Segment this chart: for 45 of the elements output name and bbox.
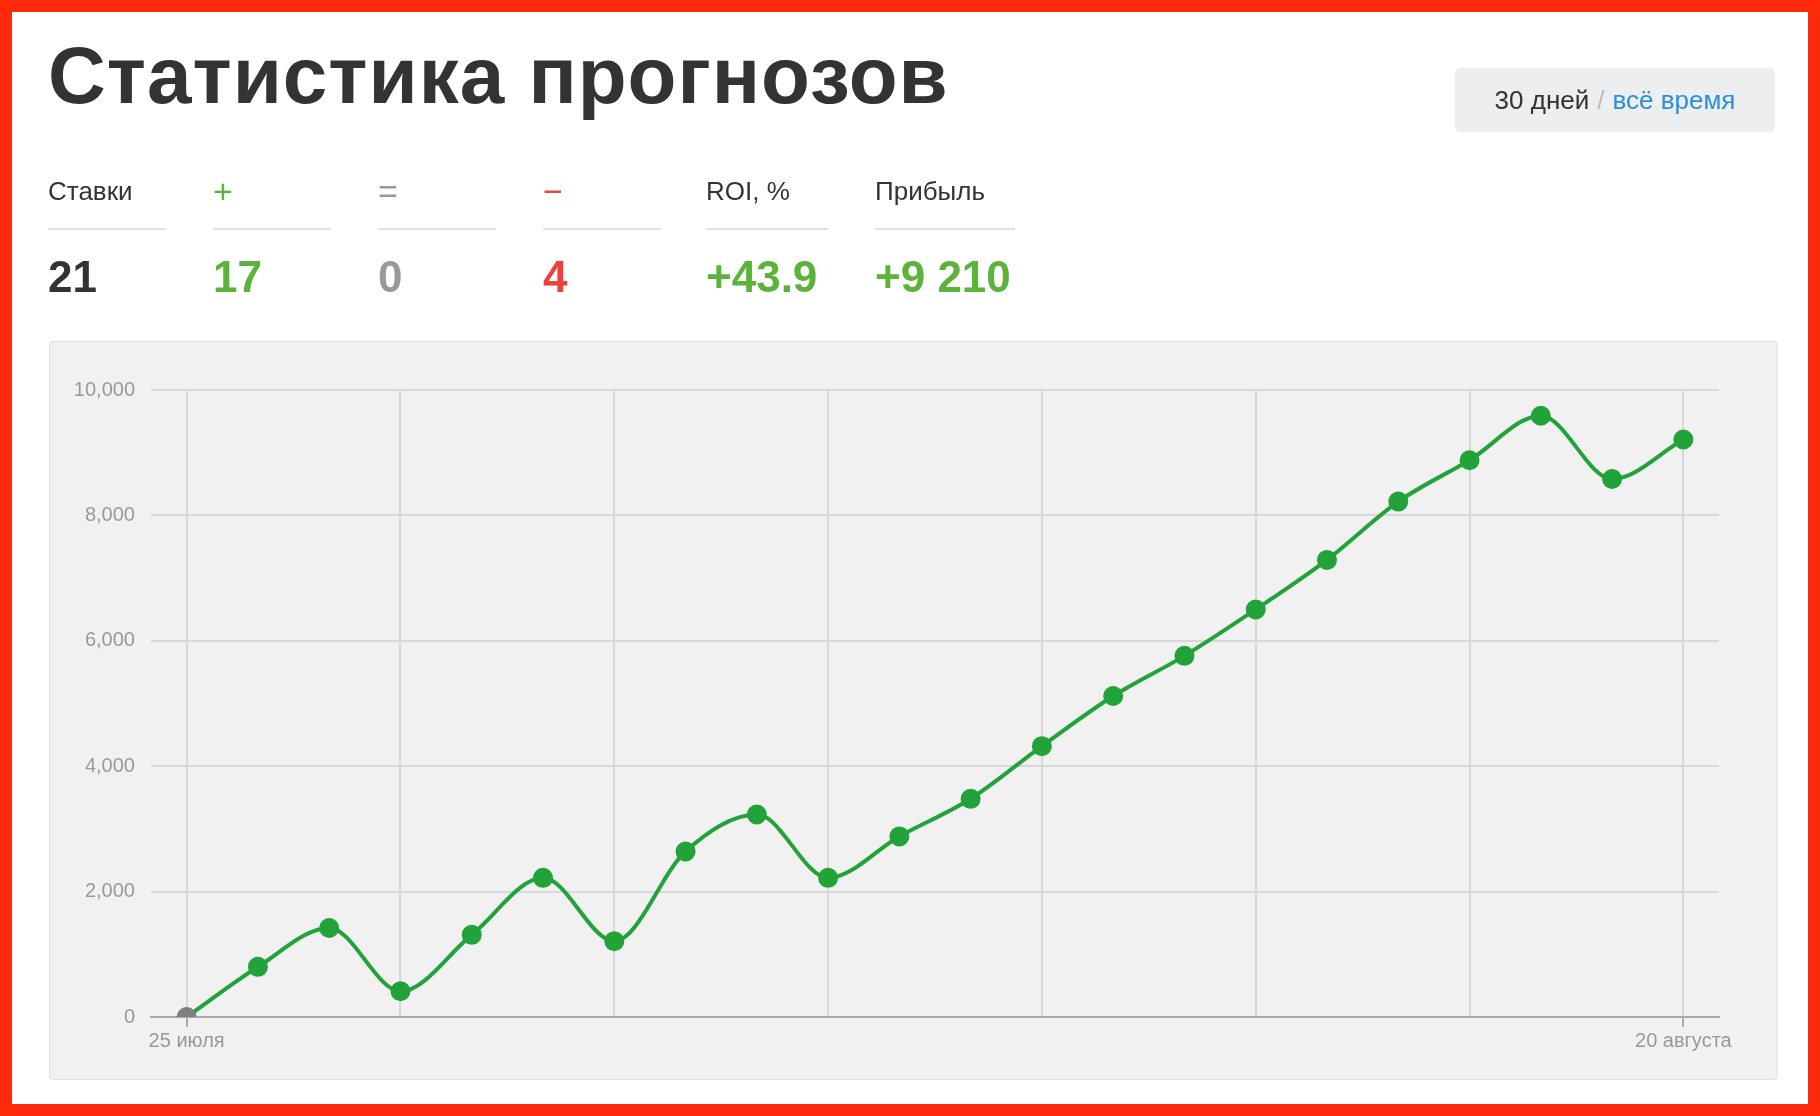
y-tick-label: 6,000 bbox=[84, 628, 135, 651]
point bbox=[818, 867, 839, 888]
x-tick-label: 20 августа bbox=[1635, 1028, 1733, 1051]
text: = bbox=[378, 170, 496, 230]
point bbox=[319, 917, 340, 938]
point bbox=[390, 981, 411, 1002]
text: +9 210 bbox=[875, 252, 1012, 302]
point bbox=[1673, 429, 1694, 450]
point bbox=[247, 956, 268, 977]
point bbox=[675, 841, 696, 862]
y-tick-label: 4,000 bbox=[84, 753, 135, 776]
y-tick-label: 2,000 bbox=[84, 879, 135, 902]
point bbox=[1103, 685, 1124, 706]
text: 30 дней bbox=[1494, 84, 1590, 116]
text: − bbox=[543, 170, 661, 230]
point bbox=[889, 826, 910, 847]
text: Прибыль bbox=[875, 170, 1015, 230]
point bbox=[960, 788, 981, 809]
point bbox=[746, 804, 767, 825]
text: +43.9 bbox=[706, 252, 819, 302]
point bbox=[1031, 736, 1052, 757]
point bbox=[1388, 491, 1409, 512]
point bbox=[1174, 645, 1195, 666]
point bbox=[604, 931, 625, 952]
text: 4 bbox=[543, 252, 569, 302]
text: 0 bbox=[378, 252, 404, 302]
text: 17 bbox=[213, 252, 263, 302]
chart-title: Статистика прогнозов bbox=[48, 30, 949, 122]
point bbox=[1245, 599, 1266, 620]
point bbox=[533, 867, 553, 888]
text: / bbox=[1597, 84, 1605, 116]
y-tick-label: 10,000 bbox=[73, 377, 135, 400]
point bbox=[461, 924, 482, 945]
y-tick-label: 0 bbox=[123, 1004, 135, 1027]
text: ROI, % bbox=[706, 170, 828, 230]
text: всё время bbox=[1612, 84, 1736, 116]
text: Ставки bbox=[48, 170, 166, 230]
text: 21 bbox=[48, 252, 98, 302]
point bbox=[1530, 405, 1551, 426]
point bbox=[1459, 450, 1480, 471]
y-tick-label: 8,000 bbox=[84, 502, 135, 525]
point bbox=[1602, 469, 1623, 490]
point bbox=[1317, 549, 1337, 570]
text: + bbox=[213, 170, 331, 230]
x-tick-label: 25 июля bbox=[148, 1028, 225, 1051]
